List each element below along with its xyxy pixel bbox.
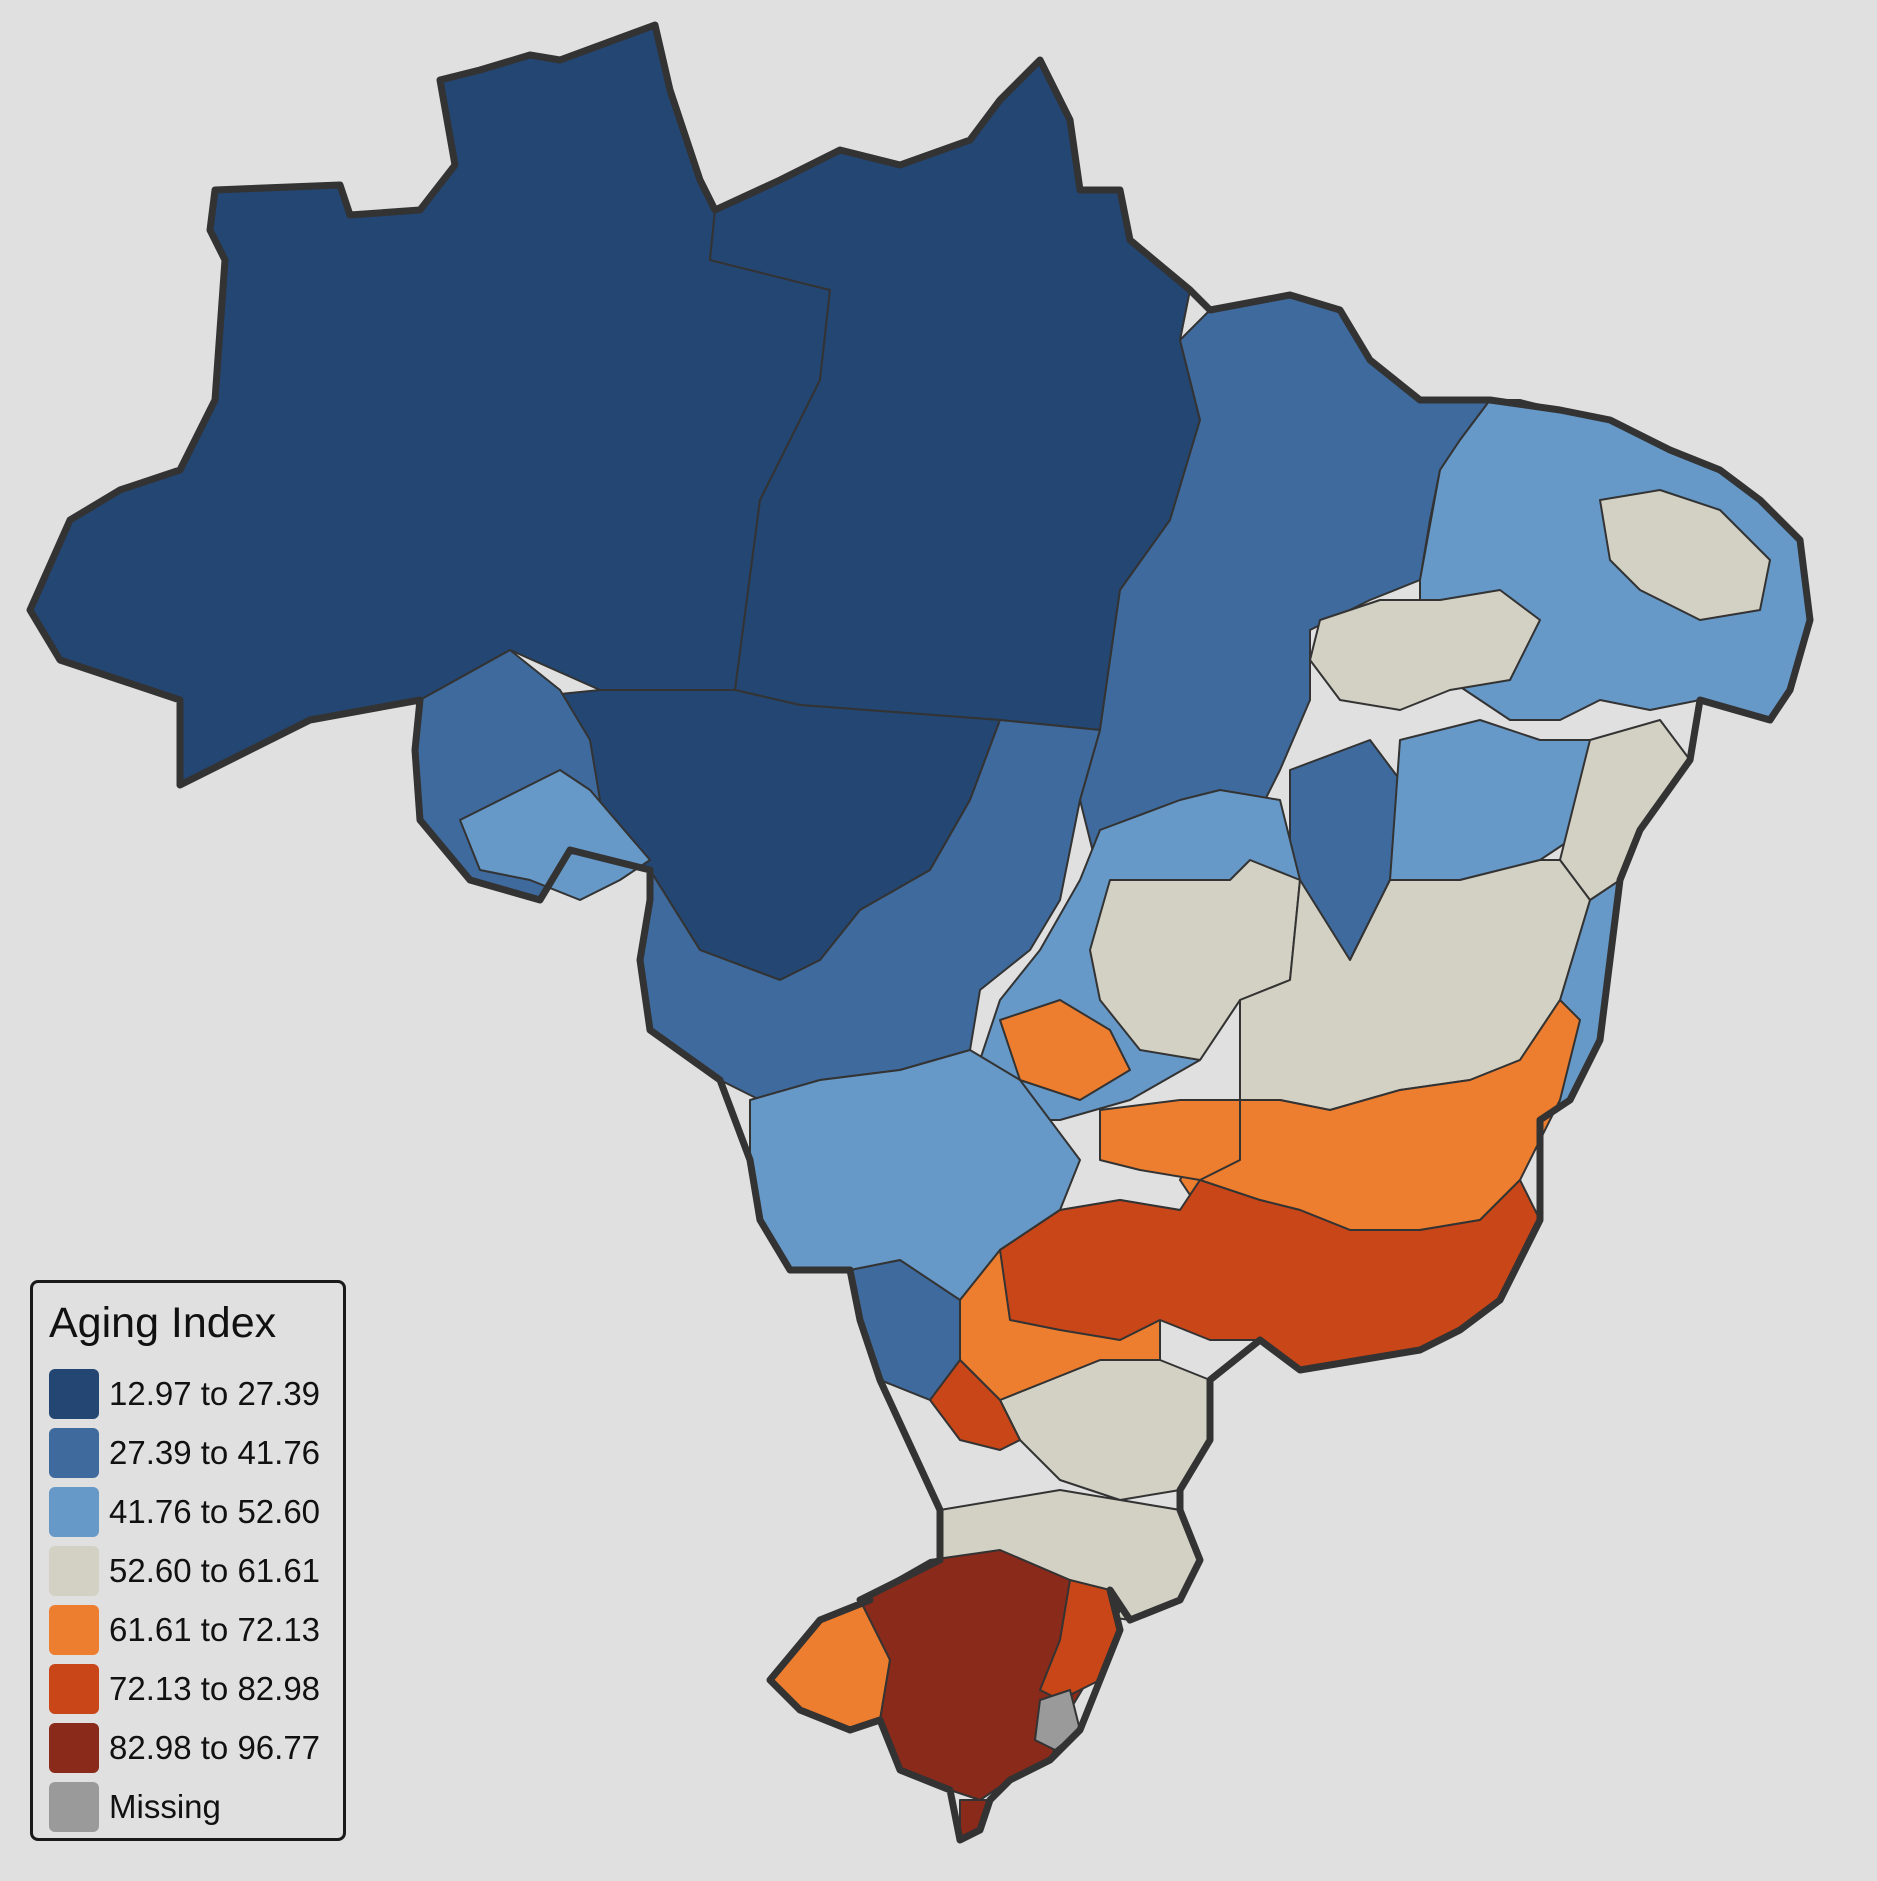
legend-swatch [49,1427,99,1478]
legend-label: 12.97 to 27.39 [109,1374,321,1412]
legend-label: 41.76 to 52.60 [109,1492,321,1530]
legend: Aging Index 12.97 to 27.39 27.39 to 41.76… [30,1280,346,1841]
legend-item: 52.60 to 61.61 [49,1541,343,1600]
legend-label: 52.60 to 61.61 [109,1551,321,1589]
legend-swatch [49,1368,99,1419]
legend-label: 27.39 to 41.76 [109,1433,321,1471]
country-outline [26,21,1814,1844]
map-region [999,999,1131,1101]
legend-label: 72.13 to 82.98 [109,1669,321,1707]
legend-item: 41.76 to 52.60 [49,1482,343,1541]
legend-swatch [49,1604,99,1655]
legend-swatch [49,1663,99,1714]
legend-item: 27.39 to 41.76 [49,1423,343,1482]
legend-item: 82.98 to 96.77 [49,1718,343,1777]
map-region [459,769,651,901]
map-region [929,1359,1021,1451]
map-region [29,24,831,786]
legend-swatch [49,1781,99,1832]
legend-label: 61.61 to 72.13 [109,1610,321,1648]
legend-label: 82.98 to 96.77 [109,1728,321,1766]
legend-swatch [49,1486,99,1537]
legend-label: Missing [109,1787,221,1825]
legend-item: 61.61 to 72.13 [49,1600,343,1659]
legend-item: 12.97 to 27.39 [49,1364,343,1423]
legend-item: Missing [49,1777,343,1836]
map-region [1099,1099,1241,1181]
legend-title: Aging Index [49,1299,277,1347]
map-region [1309,589,1541,711]
legend-item: 72.13 to 82.98 [49,1659,343,1718]
map-region [1599,489,1771,621]
legend-swatch [49,1722,99,1773]
legend-swatch [49,1545,99,1596]
